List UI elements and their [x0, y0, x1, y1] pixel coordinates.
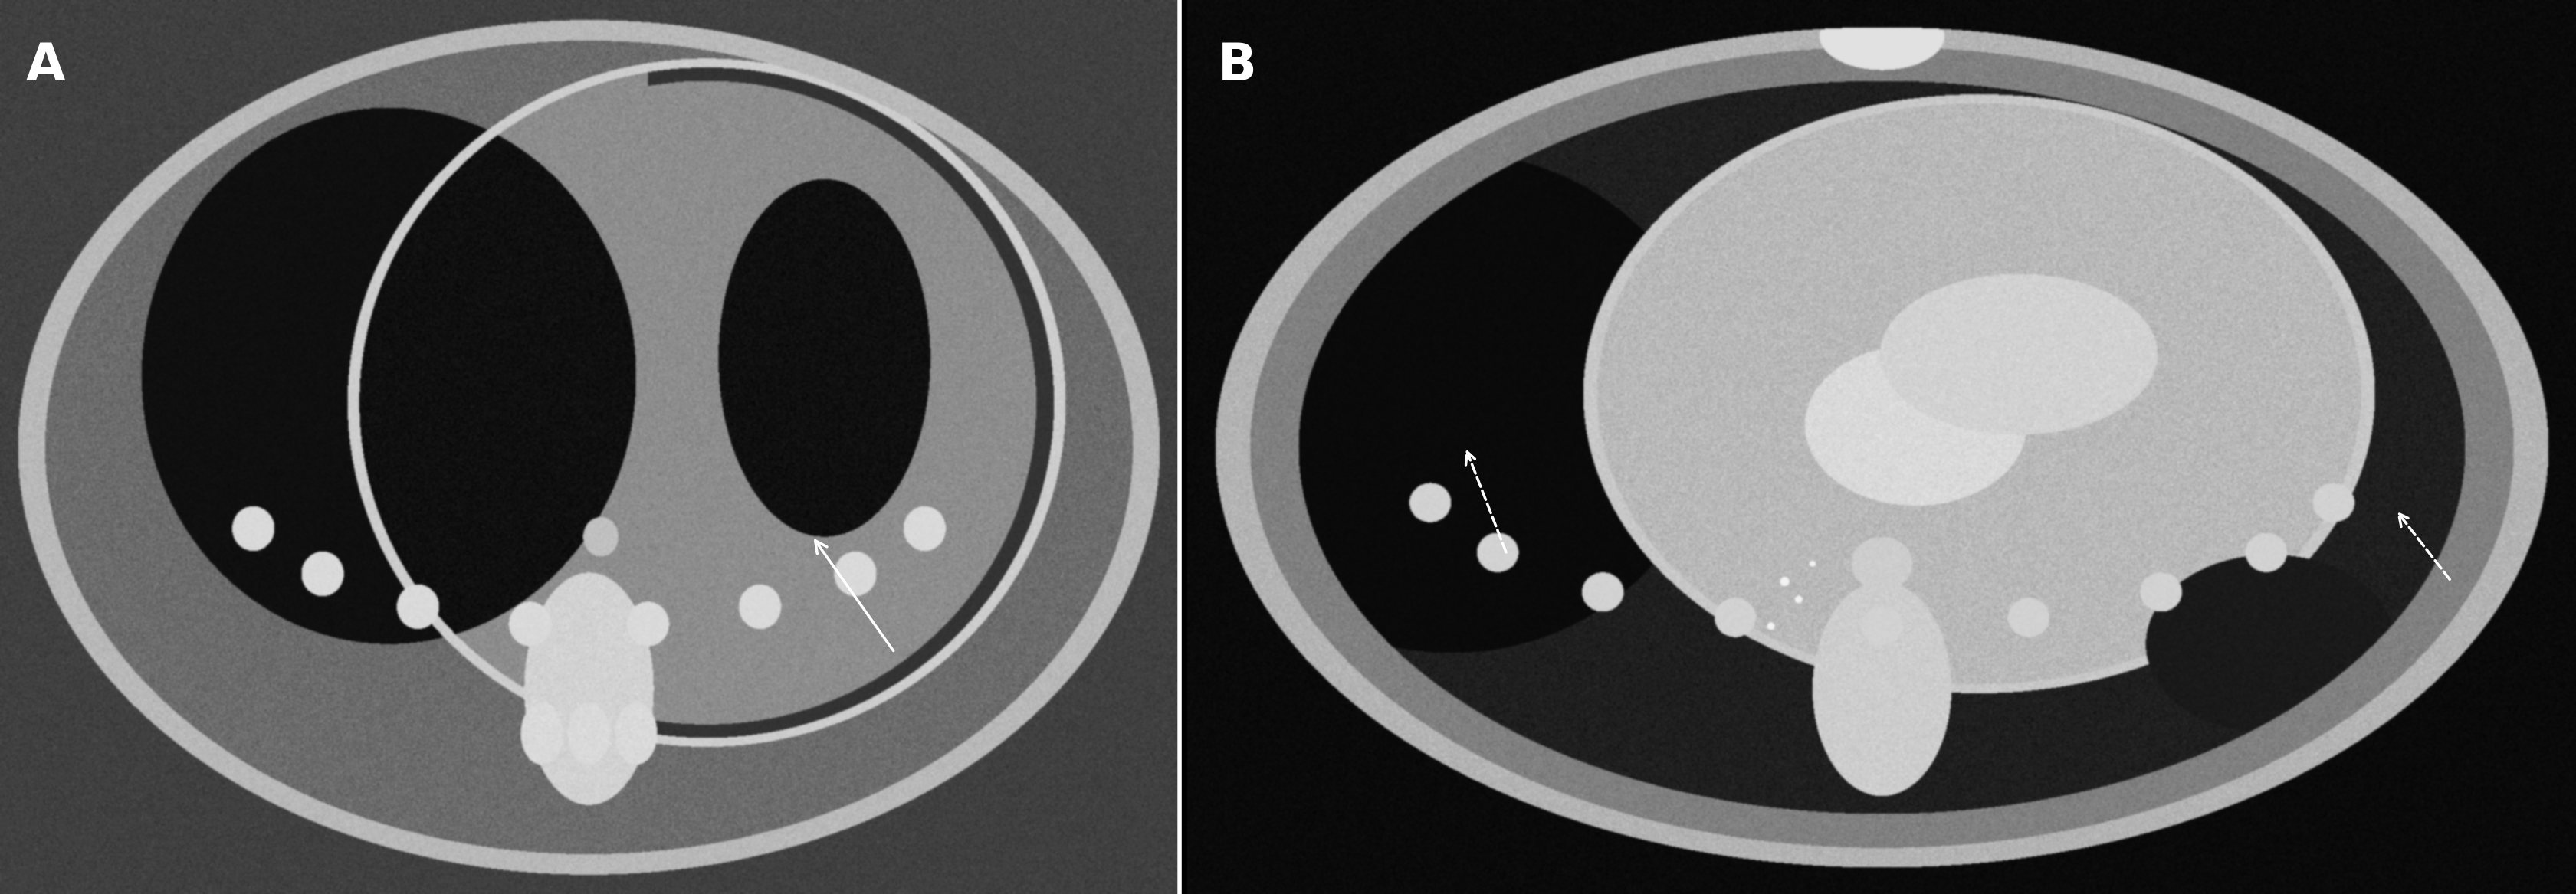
- Text: A: A: [26, 40, 64, 91]
- Text: B: B: [1218, 40, 1257, 91]
